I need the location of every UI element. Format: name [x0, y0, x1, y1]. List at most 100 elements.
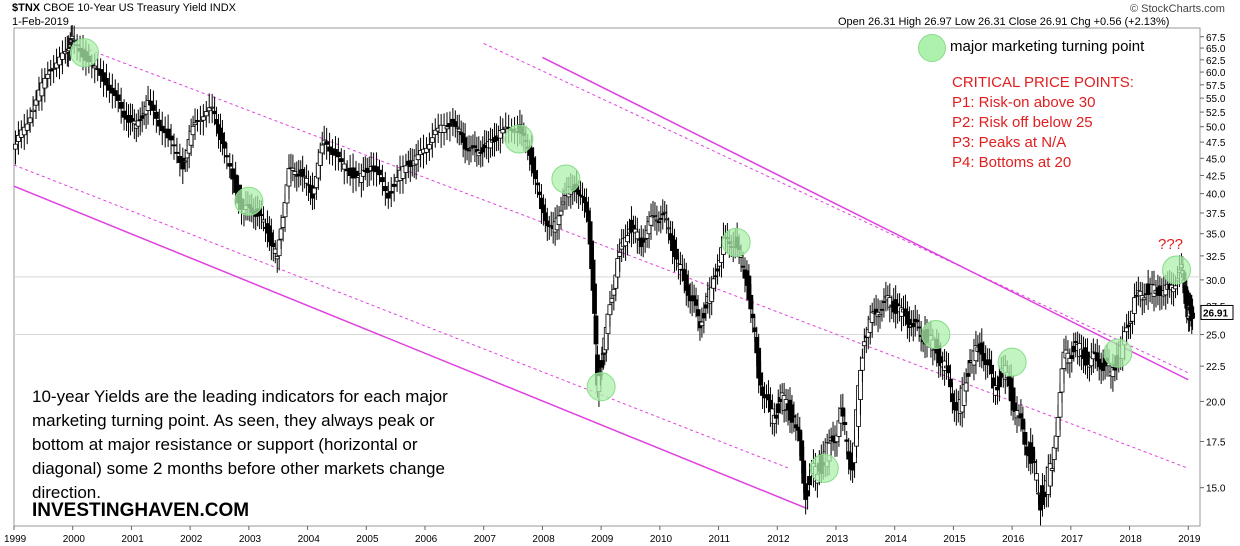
candle-body	[1024, 446, 1030, 456]
candle-body	[1128, 321, 1133, 324]
y-tick-label: 45.0	[1206, 154, 1226, 165]
candle-body	[69, 35, 75, 39]
candle-body	[1069, 355, 1075, 359]
candle-body	[1018, 413, 1024, 419]
candle-body	[478, 152, 484, 154]
candle-body	[1057, 392, 1063, 418]
candle-body	[21, 126, 27, 136]
candle-body	[101, 72, 106, 82]
candle-body	[54, 62, 59, 69]
candle-body	[789, 404, 795, 423]
candle-body	[1020, 418, 1026, 430]
x-tick-label: 2017	[1061, 534, 1084, 545]
candle-body	[664, 218, 670, 221]
x-tick-label: 2003	[239, 534, 262, 545]
y-tick-label: 52.5	[1206, 108, 1226, 119]
candle-body	[535, 182, 540, 186]
candle-body	[948, 378, 953, 388]
candle-body	[592, 283, 597, 314]
candle-body	[174, 151, 180, 154]
y-tick-label: 60.0	[1206, 68, 1226, 79]
trend-line	[542, 56, 1189, 381]
candle-body	[995, 386, 1000, 391]
x-tick-label: 2002	[180, 534, 203, 545]
candle-body	[652, 215, 658, 217]
candle-body	[391, 183, 397, 187]
critical-p2: P2: Risk off below 25	[952, 114, 1093, 131]
candle-body	[104, 78, 109, 86]
candle-body	[860, 357, 865, 371]
candle-body	[544, 220, 550, 227]
x-tick-label: 2014	[885, 534, 908, 545]
candle-body	[791, 415, 797, 418]
ohlc-readout: Open 26.31 High 26.97 Low 26.31 Close 26…	[838, 16, 1170, 28]
candle-body	[807, 476, 812, 486]
x-tick-label: 2018	[1120, 534, 1143, 545]
candle-body	[135, 120, 141, 127]
candle-body	[1126, 324, 1131, 328]
x-tick-label: 2001	[121, 534, 144, 545]
candle-body	[1032, 461, 1038, 463]
candle-body	[1059, 368, 1065, 393]
candle-body	[230, 168, 236, 180]
y-tick-label: 57.5	[1206, 81, 1226, 92]
candle-body	[292, 171, 298, 175]
critical-p3: P3: Peaks at N/A	[952, 134, 1067, 151]
candle-body	[617, 251, 623, 257]
candle-body	[472, 145, 478, 148]
candle-body	[703, 304, 709, 309]
candle-body	[302, 175, 308, 178]
y-tick-label: 42.5	[1206, 171, 1226, 182]
candle-body	[1173, 285, 1178, 290]
x-tick-label: 2016	[1002, 534, 1025, 545]
candle-body	[300, 169, 306, 177]
candle-body	[374, 166, 379, 173]
candle-body	[272, 248, 278, 254]
candle-body	[24, 123, 30, 131]
candle-body	[578, 194, 583, 197]
candle-body	[118, 101, 124, 109]
x-tick-label: 1999	[4, 534, 27, 545]
candle-body	[842, 422, 848, 426]
candle-body	[1124, 327, 1130, 333]
candle-body	[278, 228, 284, 240]
candle-body	[609, 297, 615, 303]
x-tick-label: 2004	[298, 534, 321, 545]
candle-body	[711, 278, 717, 289]
candle-body	[182, 160, 188, 163]
y-tick-label: 67.5	[1206, 33, 1226, 44]
turning-point-marker	[809, 453, 839, 483]
candle-body	[615, 258, 621, 278]
candle-body	[605, 313, 611, 335]
candle-body	[280, 217, 286, 228]
candle-body	[576, 189, 582, 195]
candle-body	[259, 214, 264, 216]
candle-body	[190, 125, 196, 136]
candle-body	[709, 286, 715, 302]
candle-body	[1067, 357, 1073, 364]
candle-body	[139, 115, 145, 119]
y-tick-label: 20.0	[1206, 397, 1226, 408]
candle-body	[468, 147, 474, 150]
candle-body	[660, 213, 666, 216]
candle-body	[996, 376, 1002, 388]
candle-body	[480, 147, 486, 153]
candle-body	[715, 268, 720, 272]
candle-body	[148, 100, 153, 106]
candle-body	[382, 186, 388, 192]
candle-body	[276, 239, 282, 257]
x-tick-label: 2005	[356, 534, 379, 545]
candle-body	[168, 135, 174, 141]
candle-body	[274, 256, 280, 260]
y-tick-label: 62.5	[1206, 56, 1226, 67]
candle-body	[317, 151, 323, 166]
candle-body	[963, 382, 969, 392]
candle-body	[965, 373, 971, 377]
candle-body	[270, 242, 276, 247]
candle-body	[654, 219, 660, 222]
candle-body	[130, 118, 135, 122]
candle-body	[540, 204, 546, 214]
candle-body	[203, 111, 209, 117]
candle-body	[27, 117, 33, 124]
candle-body	[1190, 312, 1195, 319]
